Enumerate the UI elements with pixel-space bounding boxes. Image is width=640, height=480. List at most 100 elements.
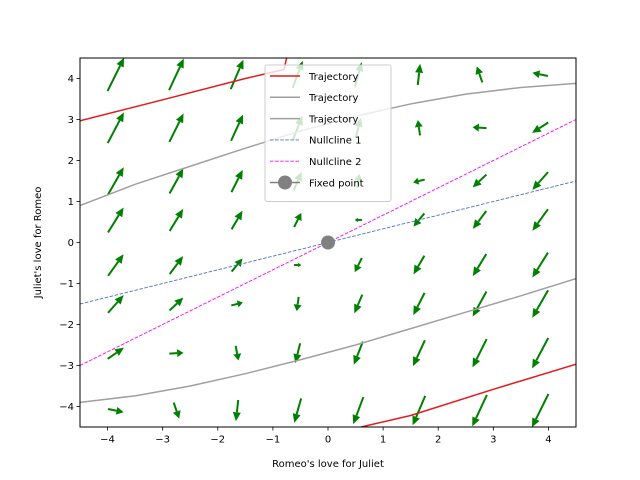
- field-arrow-head: [354, 263, 362, 273]
- field-arrow: [412, 339, 426, 367]
- field-arrow: [413, 255, 426, 275]
- field-arrow-shaft: [476, 253, 488, 269]
- field-arrow-shaft: [416, 292, 426, 308]
- field-arrow-shaft: [229, 67, 241, 90]
- field-arrow-shaft: [107, 301, 119, 314]
- legend-entry: Fixed point: [270, 175, 364, 190]
- field-arrow-shaft: [168, 216, 180, 232]
- field-arrow-head: [412, 415, 420, 426]
- field-arrow-shaft: [168, 262, 179, 275]
- field-arrow: [230, 210, 243, 230]
- field-arrow-head: [532, 221, 541, 231]
- field-arrow-head: [472, 219, 482, 229]
- field-arrow-shaft: [168, 175, 180, 195]
- field-arrow-head: [413, 264, 422, 275]
- legend: Trajectory Trajectory Trajectory Nullcline …: [264, 64, 392, 202]
- field-arrow: [229, 59, 244, 90]
- x-tick-label: 4: [545, 435, 551, 446]
- field-arrow-shaft: [106, 65, 121, 92]
- field-arrow-shaft: [478, 173, 488, 183]
- field-arrow-head: [235, 169, 243, 180]
- field-arrow-head: [174, 297, 184, 307]
- field-arrow: [531, 393, 550, 427]
- field-arrow-head: [472, 357, 481, 368]
- field-arrow-shaft: [537, 171, 549, 184]
- field-arrow-shaft: [535, 289, 549, 311]
- field-arrow-head: [414, 120, 423, 128]
- field-arrow: [168, 168, 184, 195]
- field-arrow: [107, 254, 124, 277]
- field-arrow-head: [413, 177, 420, 185]
- field-arrow-head: [472, 123, 480, 132]
- field-arrow: [107, 295, 124, 314]
- field-arrow: [472, 290, 488, 317]
- x-tick-label: −4: [100, 435, 115, 446]
- field-arrow-shaft: [539, 73, 549, 77]
- x-axis-label: Romeo's love for Juliet: [272, 459, 384, 470]
- field-arrow: [353, 341, 364, 365]
- field-arrow-shaft: [536, 252, 549, 271]
- field-arrow-head: [236, 59, 244, 70]
- field-arrow: [532, 252, 549, 278]
- legend-label: Fixed point: [309, 178, 364, 189]
- field-arrow-shaft: [106, 119, 121, 144]
- y-tick-label: 3: [68, 115, 74, 126]
- field-arrow: [107, 347, 124, 360]
- field-arrow-head: [413, 218, 422, 227]
- field-arrow: [168, 113, 184, 143]
- field-arrow-head: [415, 63, 424, 74]
- field-arrow: [472, 253, 488, 277]
- field-arrow-head: [115, 254, 124, 264]
- field-arrow-head: [116, 112, 124, 123]
- field-arrow-head: [298, 262, 302, 268]
- x-tick-label: 0: [325, 435, 331, 446]
- field-arrow-head: [531, 417, 540, 427]
- y-tick-label: 1: [68, 197, 74, 208]
- field-arrow-head: [115, 167, 124, 178]
- field-arrow-shaft: [476, 290, 488, 310]
- field-arrow-shaft: [478, 73, 484, 83]
- y-tick-label: 4: [68, 74, 74, 85]
- field-arrow: [472, 210, 488, 229]
- field-arrow-shaft: [107, 174, 121, 196]
- x-tick-label: −3: [155, 435, 170, 446]
- field-arrow-head: [175, 208, 184, 219]
- field-arrow: [532, 121, 549, 133]
- field-arrow-shaft: [475, 338, 488, 360]
- field-arrow-head: [352, 414, 361, 425]
- field-arrow-head: [176, 349, 184, 358]
- legend-box: [264, 64, 392, 202]
- field-arrow-shaft: [535, 393, 550, 420]
- field-arrow-head: [532, 267, 541, 278]
- field-arrow-shaft: [417, 255, 426, 268]
- field-arrow-head: [174, 256, 184, 266]
- field-arrow: [233, 345, 242, 361]
- legend-label: Trajectory: [308, 93, 358, 104]
- y-tick-label: −3: [59, 361, 74, 372]
- series-line-trajectory-3: [80, 277, 576, 404]
- field-arrow-shaft: [168, 302, 178, 312]
- field-arrow-head: [235, 114, 244, 125]
- field-arrow-head: [472, 178, 482, 188]
- field-arrow-shaft: [107, 408, 117, 412]
- field-arrow-head: [234, 210, 243, 221]
- fixed-point-marker: [321, 235, 335, 250]
- field-arrow: [532, 208, 549, 231]
- legend-entry: Trajectory: [270, 72, 358, 83]
- field-arrow: [352, 396, 365, 425]
- field-arrow: [230, 114, 244, 142]
- legend-label: Nullcline 2: [309, 157, 361, 168]
- x-tick-label: 3: [490, 435, 496, 446]
- field-arrow: [472, 123, 487, 132]
- field-arrow-shaft: [231, 302, 238, 307]
- field-arrow: [232, 399, 241, 422]
- field-arrow: [472, 338, 488, 368]
- field-arrow: [106, 112, 124, 144]
- field-arrow-head: [114, 295, 124, 305]
- field-arrow-shaft: [356, 341, 364, 357]
- field-arrow: [292, 398, 303, 423]
- legend-entry: Nullcline 1: [270, 136, 361, 147]
- field-arrow-head: [294, 212, 302, 222]
- field-arrow: [107, 207, 124, 233]
- field-arrow-head: [175, 113, 184, 124]
